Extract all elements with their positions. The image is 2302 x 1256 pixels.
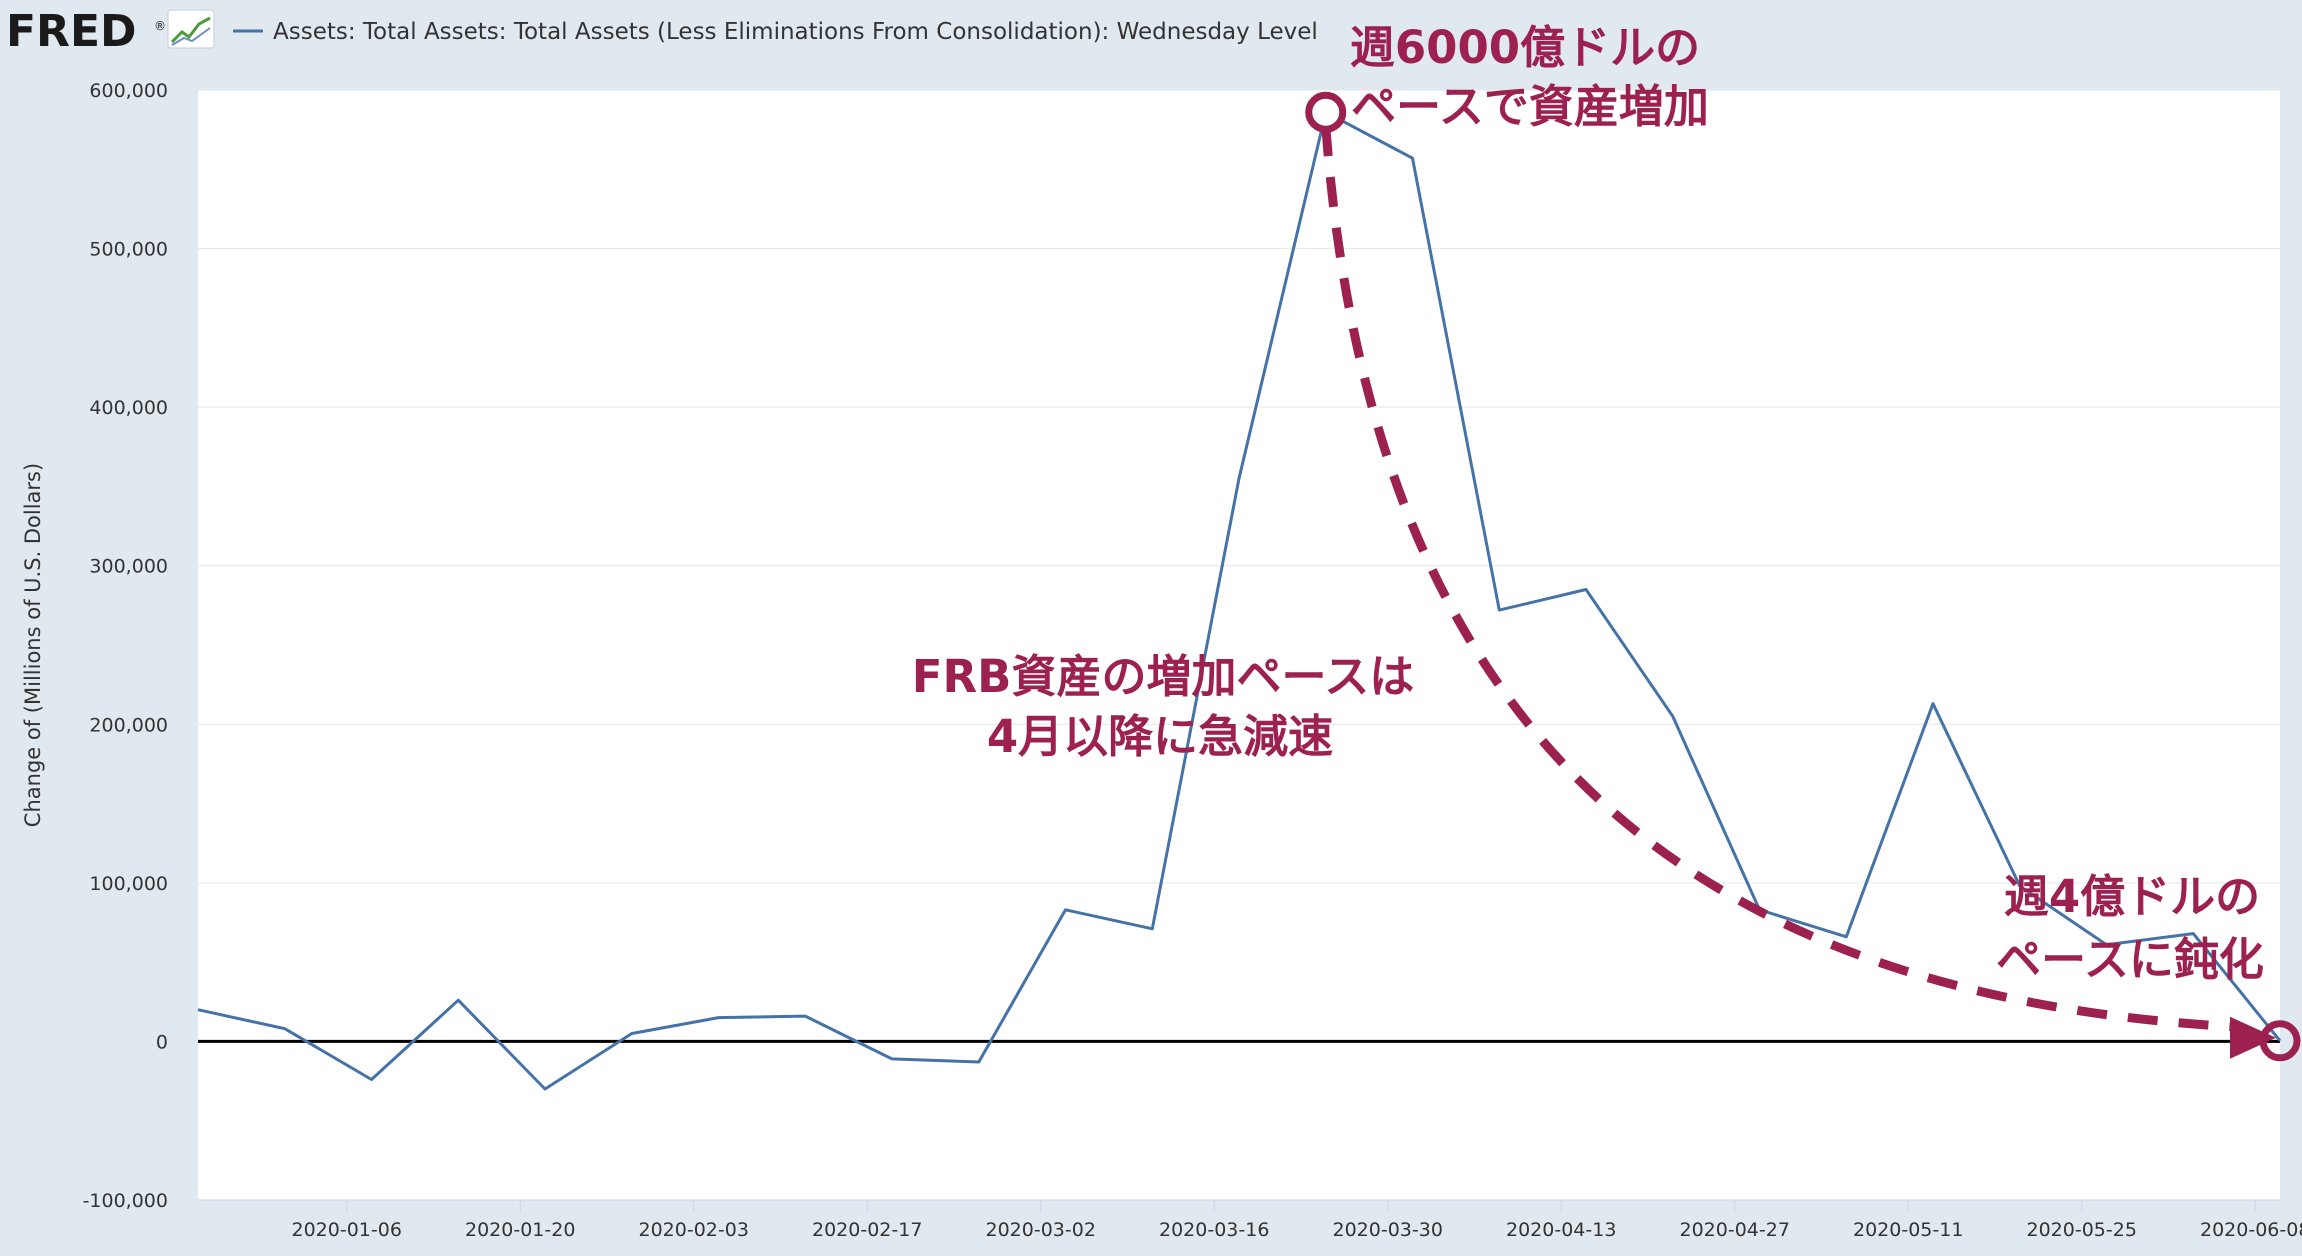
y-tick-label: 400,000: [89, 397, 168, 419]
fred-logo[interactable]: FRED ®: [6, 6, 215, 57]
legend[interactable]: Assets: Total Assets: Total Assets (Less…: [233, 19, 1318, 45]
x-tick-label: 2020-05-25: [2027, 1219, 2137, 1241]
legend-label: Assets: Total Assets: Total Assets (Less…: [273, 19, 1318, 45]
y-axis-ticks: 600,000 500,000 400,000 300,000 200,000 100,0…: [83, 80, 168, 1212]
annotation-end-line1: 週4億ドルの: [2004, 870, 2260, 923]
x-tick-label: 2020-03-30: [1333, 1219, 1443, 1241]
annotation-peak-line1: 週6000億ドルの: [1350, 21, 1700, 74]
plot-area: [198, 90, 2280, 1200]
y-tick-label: 200,000: [89, 714, 168, 736]
trend-dashed-curve: [1321, 125, 2236, 1032]
annotation-main-line2: 4月以降に急減速: [987, 710, 1333, 763]
logo-text: FRED: [6, 6, 137, 57]
series-layer: [197, 110, 2282, 1091]
y-tick-label: 300,000: [89, 556, 168, 578]
annotation-main-line1: FRB資産の増加ペースは: [912, 650, 1414, 703]
x-tick-label: 2020-04-13: [1506, 1219, 1616, 1241]
annotation-peak: 週6000億ドルの ペースで資産増加: [1350, 21, 1709, 133]
x-tick-label: 2020-06-08: [2200, 1219, 2302, 1241]
series-line: [197, 110, 2282, 1091]
trend-end-marker: [2259, 1020, 2301, 1062]
x-axis-ticks: 2020-01-06 2020-01-20 2020-02-03 2020-02-17…: [198, 1199, 2302, 1241]
x-tick-label: 2020-04-27: [1680, 1219, 1790, 1241]
annotation-end-line2: ペースに鈍化: [1996, 933, 2264, 986]
x-tick-label: 2020-03-16: [1159, 1219, 1269, 1241]
logo-registered-mark: ®: [154, 19, 166, 33]
y-tick-label: 0: [156, 1031, 168, 1053]
x-tick-label: 2020-01-20: [465, 1219, 575, 1241]
x-tick-label: 2020-02-03: [639, 1219, 749, 1241]
annotation-main: FRB資産の増加ペースは 4月以降に急減速: [912, 650, 1414, 763]
trend-arrow: [1305, 91, 2301, 1062]
x-tick-label: 2020-05-11: [1853, 1219, 1963, 1241]
y-tick-label: 500,000: [89, 239, 168, 261]
x-tick-label: 2020-03-02: [986, 1219, 1096, 1241]
x-tick-label: 2020-01-06: [292, 1219, 402, 1241]
trend-start-marker: [1305, 91, 1347, 133]
y-tick-label: 100,000: [89, 873, 168, 895]
y-tick-label: 600,000: [89, 80, 168, 102]
logo-graph-icon: [167, 9, 215, 49]
annotation-peak-line2: ペースで資産増加: [1351, 80, 1709, 133]
trend-arrowhead: [2230, 1016, 2276, 1059]
y-axis-label: Change of (Millions of U.S. Dollars): [21, 463, 45, 827]
x-tick-label: 2020-02-17: [812, 1219, 922, 1241]
annotation-end: 週4億ドルの ペースに鈍化: [1996, 870, 2264, 986]
y-tick-label: -100,000: [83, 1190, 168, 1212]
